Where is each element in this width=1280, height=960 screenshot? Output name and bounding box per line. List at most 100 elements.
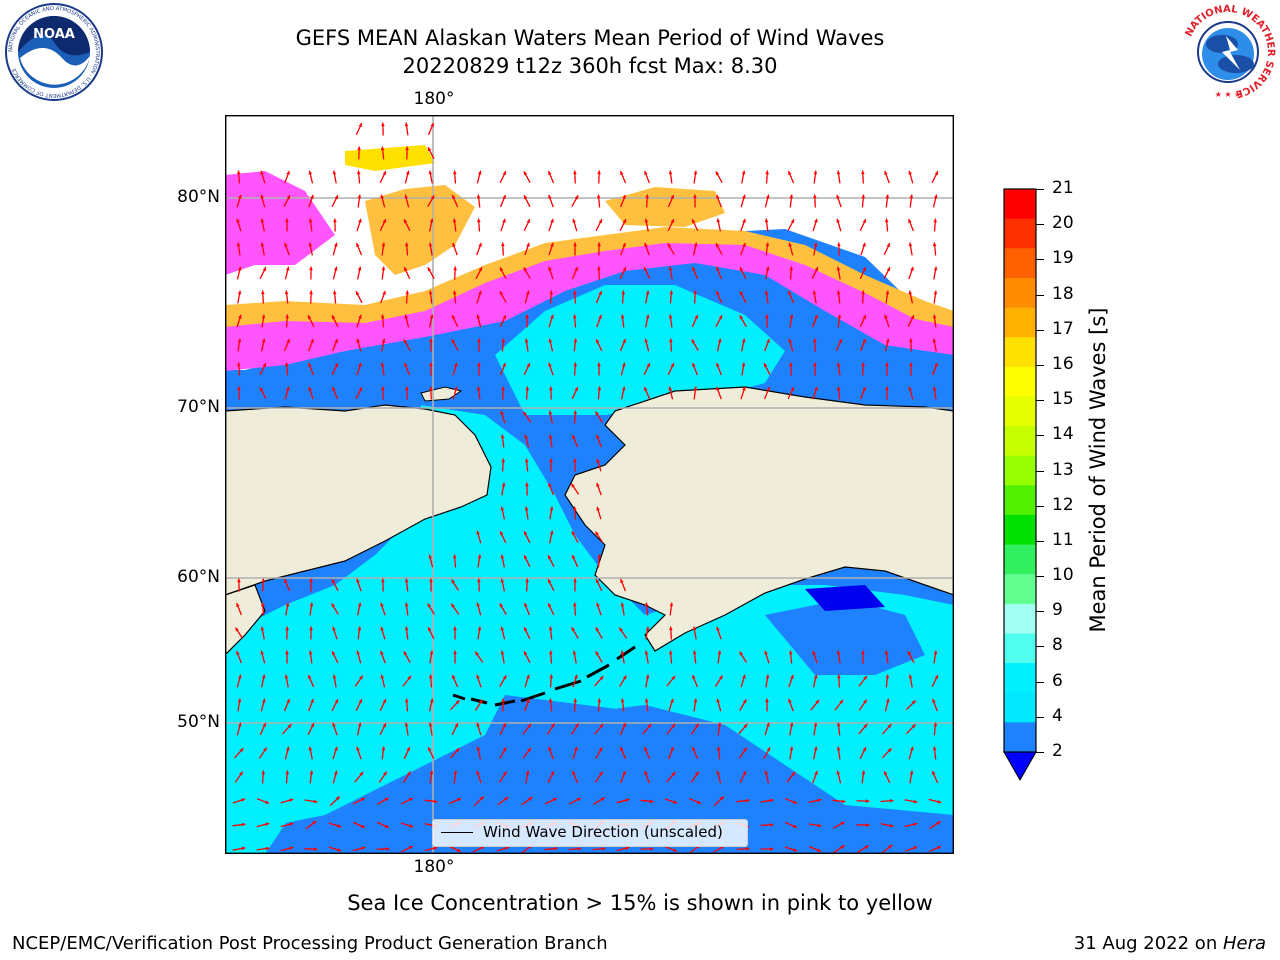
- wave-arrow-head: [526, 242, 530, 247]
- colorbar-tick-mark: [1036, 259, 1044, 261]
- wave-arrow-head: [503, 771, 507, 776]
- wave-arrow-head: [380, 602, 384, 607]
- wave-arrow-head: [500, 650, 505, 655]
- wave-arrow-head: [476, 602, 480, 607]
- wave-arrow-head: [313, 799, 318, 804]
- wave-arrow-head: [789, 266, 794, 271]
- wave-arrow-head: [595, 627, 600, 632]
- wave-arrow-head: [622, 770, 626, 775]
- wave-arrow-head: [909, 194, 914, 199]
- wave-arrow-head: [451, 339, 456, 344]
- colorbar-tick-label: 14: [1052, 424, 1074, 445]
- wave-arrow-head: [526, 698, 530, 703]
- wave-arrow-head: [310, 723, 314, 728]
- wave-arrow-head: [524, 434, 529, 439]
- wave-arrow-head: [383, 771, 387, 776]
- gulf-deep-blue: [805, 585, 885, 611]
- wave-arrow-head: [478, 290, 482, 295]
- wave-arrow-head: [884, 170, 888, 175]
- wave-arrow-head: [933, 722, 938, 727]
- wave-arrow-head: [334, 195, 338, 200]
- wave-arrow-head: [888, 845, 893, 849]
- aleutian-islands: [452, 645, 636, 707]
- lat-label-60n: 60°N: [177, 567, 220, 587]
- wave-arrow-head: [261, 578, 266, 583]
- colorbar-tick-label: 9: [1052, 600, 1063, 621]
- wave-arrow-head: [572, 555, 576, 560]
- wave-arrow-head: [528, 797, 533, 801]
- wave-arrow-head: [864, 845, 869, 850]
- wave-arrow-head: [596, 482, 600, 487]
- wave-arrow-head: [359, 771, 364, 776]
- wave-arrow-head: [817, 798, 822, 803]
- wave-arrow-head: [788, 698, 792, 703]
- wave-arrow-head: [812, 290, 817, 295]
- wave-arrow-head: [358, 362, 362, 367]
- wave-arrow-head: [404, 267, 408, 272]
- wave-arrow-head: [577, 846, 582, 851]
- wave-arrow-head: [792, 824, 797, 828]
- wave-arrow-head: [405, 290, 410, 295]
- wave-arrow-head: [719, 796, 724, 801]
- wave-arrow-head: [769, 823, 774, 827]
- wave-arrow-head: [913, 846, 918, 850]
- wave-arrow-head: [427, 603, 432, 608]
- wave-arrow-head: [429, 218, 434, 223]
- footer-date-text: 31 Aug 2022 on: [1073, 933, 1223, 954]
- wave-arrow-head: [308, 242, 313, 247]
- wave-arrow-head: [788, 290, 792, 295]
- wave-arrow-head: [238, 722, 242, 727]
- wave-arrow-head: [573, 242, 577, 247]
- wave-arrow-head: [815, 699, 820, 704]
- wave-arrow-head: [910, 746, 914, 751]
- wave-arrow-head: [813, 170, 818, 175]
- wave-arrow-head: [671, 772, 676, 776]
- wave-arrow-head: [261, 770, 266, 775]
- wave-arrow-head: [716, 243, 720, 248]
- wave-arrow-head: [403, 651, 408, 656]
- wave-arrow-head: [333, 770, 338, 775]
- wave-arrow-head: [817, 823, 822, 828]
- wave-arrow-head: [453, 650, 457, 655]
- wave-arrow-head: [909, 338, 913, 343]
- wave-arrow-head: [310, 698, 314, 703]
- wave-arrow-head: [620, 314, 625, 319]
- wave-arrow-head: [237, 386, 241, 391]
- wave-arrow-head: [574, 195, 579, 200]
- wave-arrow-head: [765, 698, 769, 703]
- wave-arrow-head: [790, 387, 794, 392]
- wave-arrow-head: [595, 411, 599, 416]
- colorbar-segment: [1004, 603, 1036, 634]
- wave-arrow-head: [619, 627, 623, 632]
- wave-arrow-head: [695, 723, 699, 728]
- wave-arrow-head: [405, 386, 409, 391]
- wave-arrow-head: [429, 770, 434, 775]
- wave-arrow-head: [644, 602, 649, 607]
- wave-arrow-head: [717, 338, 722, 343]
- wave-arrow-head: [500, 410, 504, 415]
- wave-arrow-head: [332, 579, 336, 584]
- wave-arrow-head: [381, 338, 386, 343]
- wave-arrow-head: [284, 674, 289, 679]
- wave-arrow-head: [284, 290, 289, 295]
- wave-arrow-head: [380, 194, 385, 199]
- wave-arrow-head: [500, 626, 505, 631]
- wave-arrow-head: [621, 290, 626, 295]
- wave-arrow-head: [553, 846, 558, 851]
- wave-arrow-head: [934, 171, 938, 176]
- wave-arrow-head: [572, 771, 576, 776]
- wave-arrow-head: [286, 699, 290, 704]
- wave-arrow-head: [428, 674, 433, 679]
- wave-arrow-head: [285, 218, 289, 223]
- wave-arrow-head: [501, 698, 505, 703]
- wave-arrow-head: [479, 796, 484, 801]
- wave-arrow-head: [239, 771, 243, 776]
- wave-arrow-head: [885, 386, 889, 391]
- wave-arrow-head: [404, 698, 409, 703]
- wave-arrow-head: [285, 602, 290, 607]
- wave-arrow-head: [408, 846, 413, 850]
- wave-arrow-head: [622, 194, 626, 199]
- gulf-blue: [765, 599, 925, 675]
- wave-arrow-head: [548, 603, 552, 608]
- nws-logo: NATIONAL WEATHER SERVICE ★ ★ ★: [1180, 4, 1276, 100]
